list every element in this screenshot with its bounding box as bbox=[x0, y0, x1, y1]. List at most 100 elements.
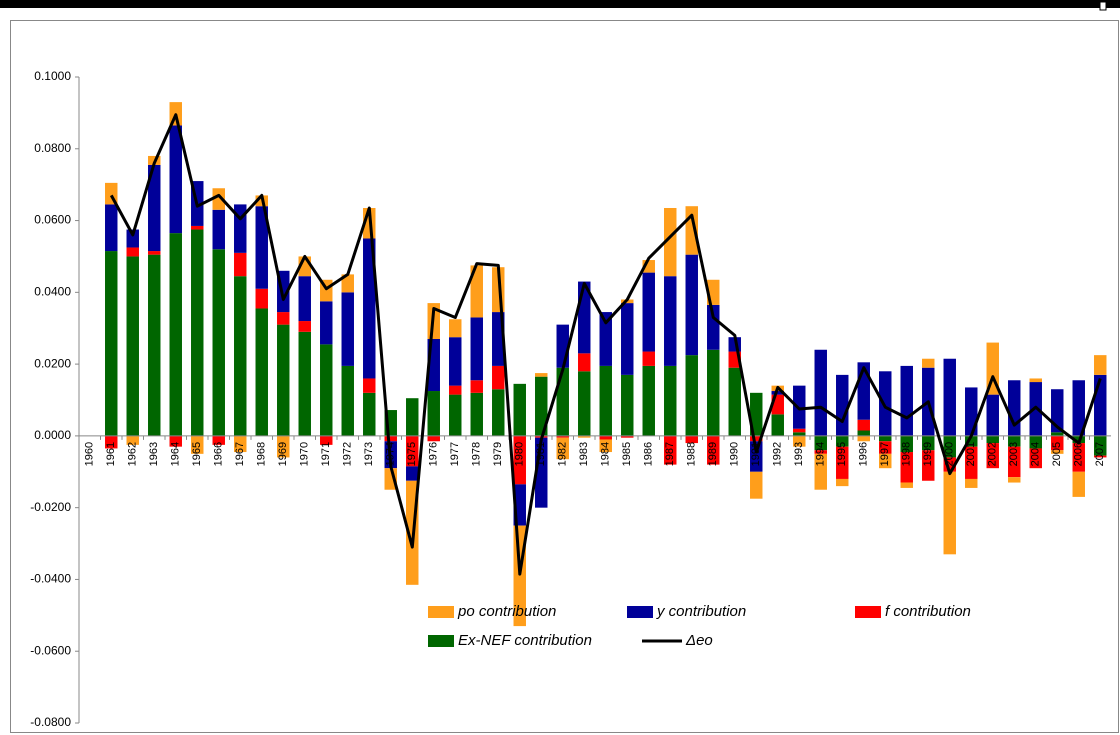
bar bbox=[707, 304, 720, 350]
x-tick-label: 1971 bbox=[320, 442, 332, 466]
x-tick-label: 1978 bbox=[471, 442, 483, 466]
bar bbox=[642, 365, 655, 436]
bar bbox=[406, 435, 419, 467]
bar bbox=[986, 443, 999, 469]
bar bbox=[470, 392, 483, 436]
line bbox=[109, 113, 1102, 576]
y-tick-label: 0.0600 bbox=[34, 213, 71, 227]
y-tick-label: 0.0000 bbox=[34, 428, 71, 442]
bar bbox=[900, 435, 913, 453]
bar bbox=[728, 367, 741, 436]
bar bbox=[1072, 380, 1085, 436]
x-tick-label: 1960 bbox=[84, 442, 96, 466]
y-tick-label: -0.0800 bbox=[30, 715, 71, 729]
x-tick-label: 2005 bbox=[1051, 442, 1063, 466]
bar bbox=[685, 254, 698, 356]
x-tick-label: 1982 bbox=[557, 442, 569, 466]
bar bbox=[1072, 471, 1085, 497]
bar bbox=[879, 435, 892, 442]
bar bbox=[836, 478, 849, 487]
y-tick-label: 0.0800 bbox=[34, 141, 71, 155]
x-tick-label: 1995 bbox=[836, 442, 848, 466]
bar bbox=[900, 452, 913, 483]
bar bbox=[320, 435, 333, 445]
bar bbox=[814, 435, 827, 451]
bar bbox=[363, 238, 376, 379]
bar bbox=[449, 394, 462, 436]
bar bbox=[836, 446, 849, 479]
x-tick-label: 1993 bbox=[793, 442, 805, 466]
bar bbox=[836, 374, 849, 436]
x-tick-label: 1983 bbox=[578, 442, 590, 466]
bar bbox=[298, 276, 311, 322]
bar bbox=[599, 439, 612, 453]
x-tick-label: 1987 bbox=[664, 442, 676, 466]
bar bbox=[814, 453, 827, 490]
bar bbox=[105, 251, 118, 436]
bar bbox=[513, 383, 526, 436]
bar bbox=[642, 272, 655, 352]
x-tick-label: 1998 bbox=[901, 442, 913, 466]
x-tick-label: 1992 bbox=[772, 442, 784, 466]
bar bbox=[384, 435, 397, 442]
x-tick-label: 1963 bbox=[148, 442, 160, 466]
bar bbox=[922, 450, 935, 481]
bar bbox=[621, 435, 634, 438]
bar bbox=[814, 349, 827, 436]
bar bbox=[255, 206, 268, 289]
y-tick-label: 0.0400 bbox=[34, 285, 71, 299]
bar bbox=[879, 441, 892, 454]
legend-swatch bbox=[627, 606, 653, 618]
bar bbox=[320, 344, 333, 436]
bar bbox=[599, 365, 612, 436]
bar bbox=[750, 435, 763, 442]
bar bbox=[449, 319, 462, 338]
x-tick-label: 2002 bbox=[987, 442, 999, 466]
bar bbox=[556, 437, 569, 460]
bar bbox=[449, 385, 462, 395]
bar bbox=[212, 209, 225, 250]
bar bbox=[664, 276, 677, 366]
bar bbox=[126, 247, 139, 257]
legend-swatch bbox=[428, 635, 454, 647]
bar bbox=[1029, 378, 1042, 383]
x-tick-label: 1988 bbox=[686, 442, 698, 466]
x-tick-label: 1997 bbox=[879, 442, 891, 466]
bar bbox=[449, 337, 462, 386]
bar bbox=[750, 441, 763, 472]
bar bbox=[664, 435, 677, 465]
bar bbox=[1094, 435, 1107, 456]
bar bbox=[298, 331, 311, 436]
x-tick-label: 1990 bbox=[729, 442, 741, 466]
bar bbox=[621, 303, 634, 375]
bar bbox=[707, 435, 720, 465]
bar bbox=[965, 446, 978, 479]
bar bbox=[277, 312, 290, 325]
bar bbox=[1051, 432, 1064, 436]
legend-label: po contribution bbox=[457, 603, 556, 620]
bar bbox=[879, 371, 892, 436]
bar bbox=[535, 373, 548, 377]
bar bbox=[599, 312, 612, 366]
bar bbox=[298, 321, 311, 332]
x-tick-label: 1975 bbox=[406, 442, 418, 466]
bar bbox=[965, 435, 978, 447]
bar bbox=[1094, 355, 1107, 375]
bar bbox=[857, 435, 870, 442]
bar bbox=[212, 435, 225, 445]
bar bbox=[169, 435, 182, 447]
bar bbox=[320, 301, 333, 345]
bar bbox=[126, 256, 139, 436]
x-tick-label: 1965 bbox=[191, 442, 203, 466]
x-tick-label: 1964 bbox=[170, 442, 182, 466]
x-tick-label: 1967 bbox=[234, 442, 246, 466]
x-tick-label: 1999 bbox=[922, 442, 934, 466]
bar bbox=[234, 252, 247, 277]
bar bbox=[664, 365, 677, 436]
y-tick-label: -0.0600 bbox=[30, 643, 71, 657]
bar bbox=[943, 435, 956, 458]
y-tick-label: -0.0200 bbox=[30, 500, 71, 514]
bar bbox=[191, 435, 204, 454]
